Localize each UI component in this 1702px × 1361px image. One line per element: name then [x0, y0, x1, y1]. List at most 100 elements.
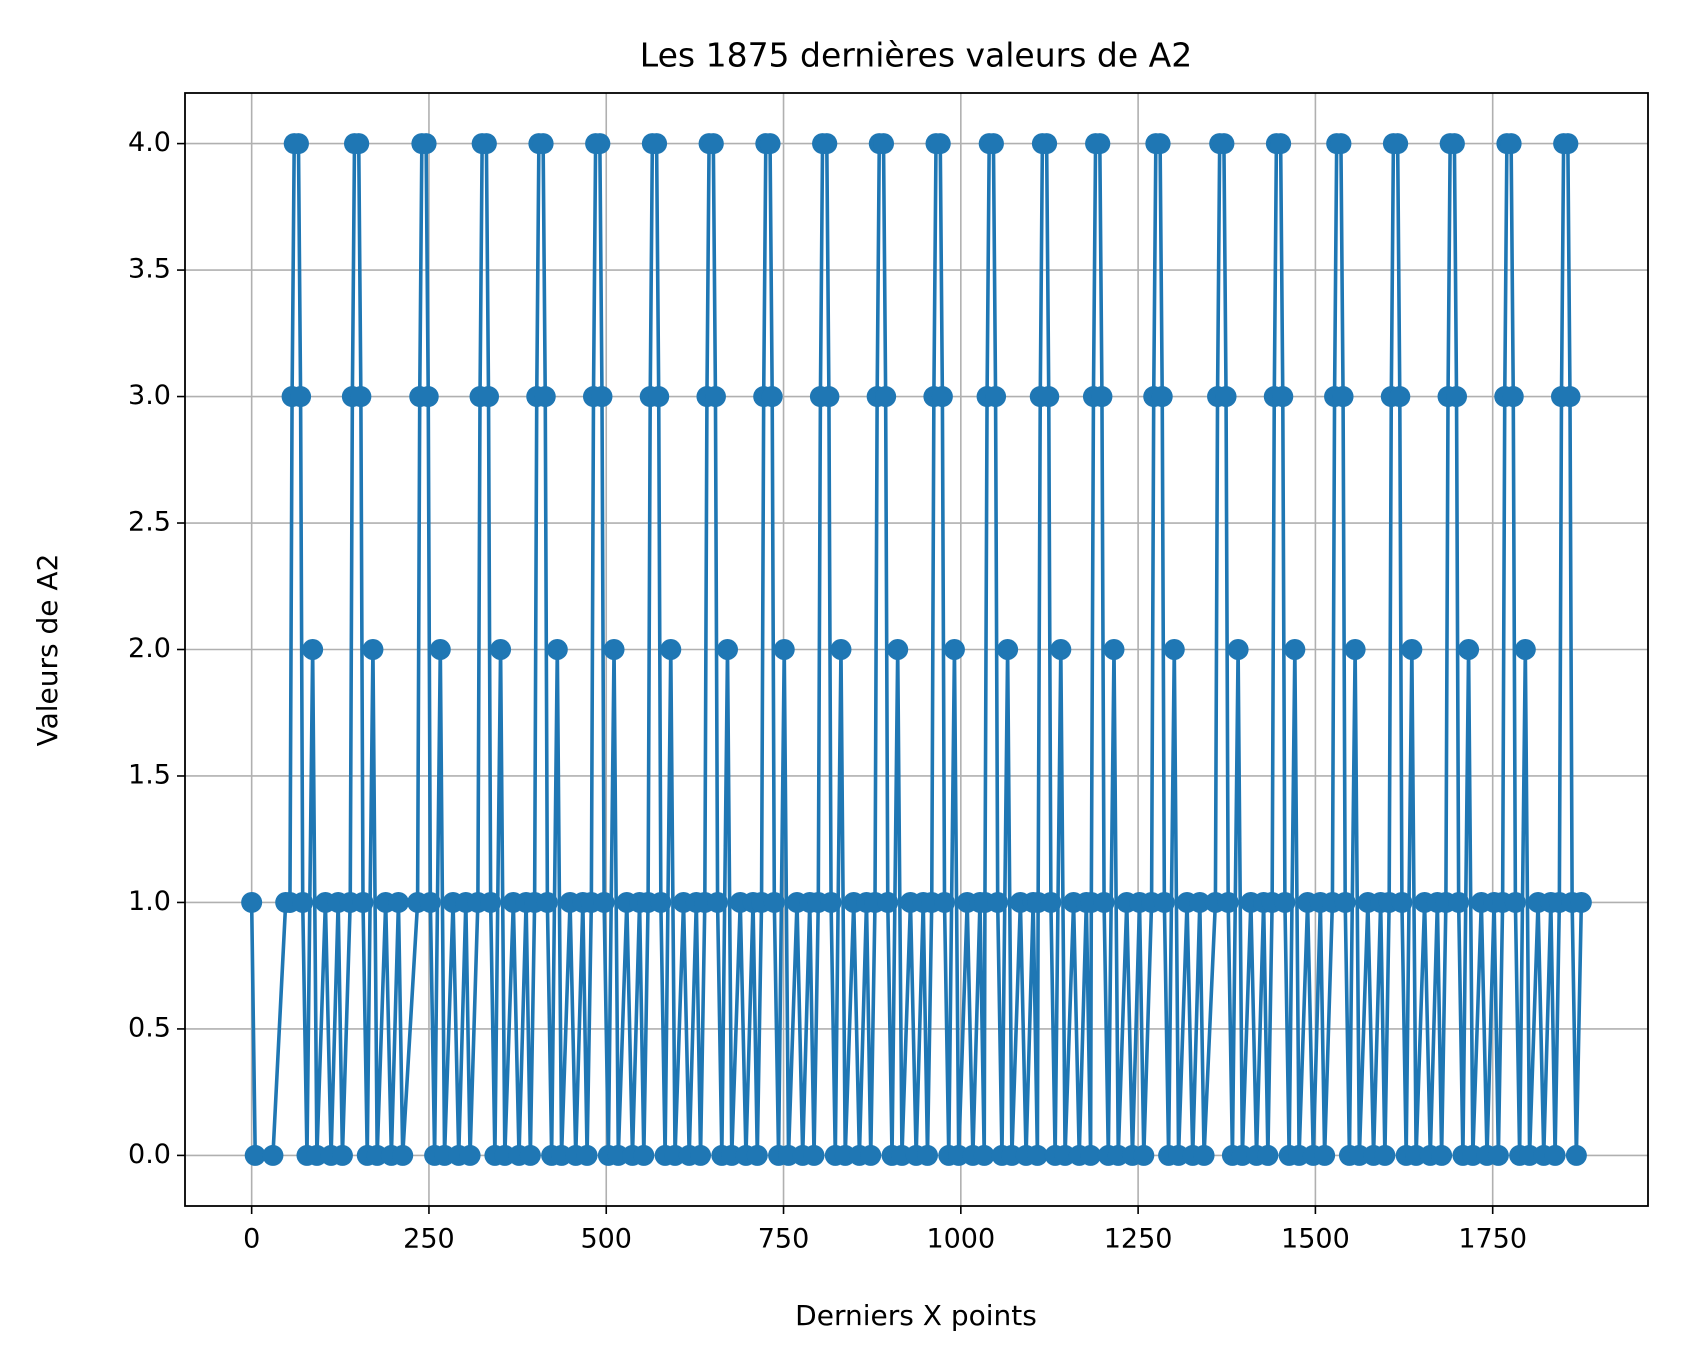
- y-tick-label: 1.5: [128, 759, 171, 790]
- y-tick-label: 3.0: [128, 380, 171, 411]
- data-point: [982, 133, 1004, 155]
- data-point: [1270, 133, 1292, 155]
- data-point: [633, 1144, 655, 1166]
- data-point: [816, 133, 838, 155]
- data-point: [1050, 639, 1072, 660]
- data-point: [244, 1144, 266, 1166]
- x-tick-label: 0: [243, 1224, 260, 1255]
- plot-area: [241, 133, 1592, 1166]
- data-point: [1153, 891, 1175, 913]
- x-tick-label: 750: [758, 1224, 810, 1255]
- data-point: [761, 386, 783, 408]
- data-point: [475, 133, 497, 155]
- data-point: [707, 891, 729, 913]
- data-point: [1026, 1144, 1048, 1166]
- data-point: [1332, 386, 1354, 408]
- data-point: [302, 639, 324, 660]
- data-point: [591, 386, 613, 408]
- data-point: [660, 639, 682, 660]
- x-axis-label: Derniers X points: [795, 1299, 1037, 1332]
- data-point: [820, 891, 842, 913]
- data-point: [985, 386, 1007, 408]
- data-point: [887, 639, 909, 660]
- data-point: [392, 1144, 414, 1166]
- data-point: [287, 133, 309, 155]
- data-point: [1570, 891, 1592, 913]
- data-point: [241, 891, 263, 913]
- y-tick-label: 0.0: [128, 1139, 171, 1170]
- data-point: [1163, 639, 1185, 660]
- data-point: [1193, 1144, 1215, 1166]
- y-tick-label: 3.5: [128, 254, 171, 285]
- ticks: 0 250 500 750 1000 1250 1500 1750 0.0 0.5 1.0 1.5 2.…: [128, 127, 1527, 1254]
- chart-title: Les 1875 dernières valeurs de A2: [640, 36, 1192, 75]
- data-point: [1189, 891, 1211, 913]
- data-point: [576, 1144, 598, 1166]
- data-point: [1458, 639, 1480, 660]
- data-point: [1374, 1144, 1396, 1166]
- x-tick-label: 1000: [926, 1224, 995, 1255]
- data-point: [1151, 386, 1173, 408]
- y-axis-label: Valeurs de A2: [31, 554, 64, 747]
- data-point: [943, 639, 965, 660]
- data-point: [860, 1144, 882, 1166]
- data-point: [331, 1144, 353, 1166]
- x-tick-label: 1750: [1458, 1224, 1527, 1255]
- data-point: [650, 891, 672, 913]
- data-point: [1389, 386, 1411, 408]
- data-point: [1401, 639, 1423, 660]
- data-point: [1040, 891, 1062, 913]
- data-point: [1443, 133, 1465, 155]
- data-point: [1257, 1144, 1279, 1166]
- data-point: [929, 133, 951, 155]
- data-point: [1133, 1144, 1155, 1166]
- data-point: [415, 133, 437, 155]
- data-point: [362, 639, 384, 660]
- x-tick-label: 1500: [1281, 1224, 1350, 1255]
- data-point: [916, 1144, 938, 1166]
- data-point: [1487, 1144, 1509, 1166]
- data-point: [348, 133, 370, 155]
- data-point: [648, 386, 670, 408]
- y-tick-label: 2.0: [128, 633, 171, 664]
- data-point: [1500, 133, 1522, 155]
- data-point: [589, 133, 611, 155]
- data-point: [818, 386, 840, 408]
- data-point: [1093, 891, 1115, 913]
- data-point: [873, 133, 895, 155]
- x-tick-label: 250: [403, 1224, 455, 1255]
- data-point: [292, 891, 314, 913]
- data-point: [1431, 1144, 1453, 1166]
- data-point: [759, 133, 781, 155]
- data-point: [419, 891, 441, 913]
- data-point: [1565, 1144, 1587, 1166]
- data-point: [417, 386, 439, 408]
- data-point: [1091, 386, 1113, 408]
- data-point: [931, 386, 953, 408]
- data-point: [934, 891, 956, 913]
- data-point: [877, 891, 899, 913]
- data-point: [646, 133, 668, 155]
- data-point: [459, 1144, 481, 1166]
- data-point: [1514, 639, 1536, 660]
- data-point: [1504, 891, 1526, 913]
- data-point: [1387, 133, 1409, 155]
- data-point: [1227, 639, 1249, 660]
- data-point: [1213, 133, 1235, 155]
- data-point: [478, 386, 500, 408]
- data-point: [490, 639, 512, 660]
- data-point: [1391, 891, 1413, 913]
- data-point: [532, 133, 554, 155]
- data-point: [1272, 386, 1294, 408]
- x-tick-label: 1250: [1104, 1224, 1173, 1255]
- y-tick-label: 2.5: [128, 507, 171, 538]
- data-point: [702, 133, 724, 155]
- data-point: [290, 386, 312, 408]
- data-point: [1149, 133, 1171, 155]
- data-point: [593, 891, 615, 913]
- x-tick-label: 500: [580, 1224, 632, 1255]
- data-point: [387, 891, 409, 913]
- data-point: [973, 1144, 995, 1166]
- data-point: [1334, 891, 1356, 913]
